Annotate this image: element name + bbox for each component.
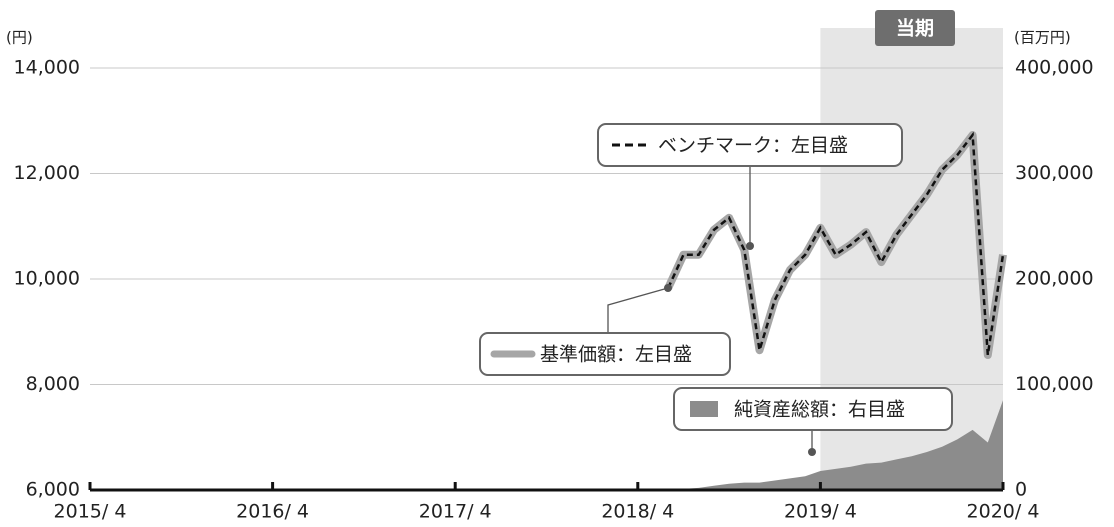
legend-swatch: [690, 401, 718, 417]
x-tick-label: 2019/ 4: [784, 501, 857, 523]
legend-box: [673, 387, 953, 431]
x-tick-label: 2017/ 4: [419, 501, 492, 523]
y-axis-unit: (円): [6, 29, 33, 47]
period-badge: [875, 10, 955, 46]
x-tick-label: 2018/ 4: [601, 501, 674, 523]
legend-label: ベンチマーク：左目盛: [658, 135, 848, 157]
x-tick-label: 2020/ 4: [967, 501, 1040, 523]
y2-tick-label: 100,000: [1015, 373, 1094, 395]
x-tick-label: 2016/ 4: [236, 501, 309, 523]
leader-dot: [664, 284, 672, 292]
y-tick-label: 12,000: [14, 162, 80, 184]
y-tick-label: 10,000: [14, 268, 80, 290]
y-tick-label: 14,000: [14, 57, 80, 79]
x-tick-label: 2015/ 4: [54, 501, 127, 523]
legend-label: 基準価額：左目盛: [540, 344, 692, 366]
y2-tick-label: 300,000: [1015, 162, 1094, 184]
leader-dot: [746, 242, 754, 250]
y-tick-label: 8,000: [26, 373, 80, 395]
line: [667, 131, 1005, 356]
y-tick-label: 6,000: [26, 479, 80, 501]
legend-box: [597, 123, 903, 167]
leader-dot: [808, 448, 816, 456]
legend-label: 純資産総額：右目盛: [734, 399, 905, 421]
leader-line: [607, 287, 669, 333]
period-label: 当期: [896, 17, 934, 40]
y2-axis-unit: (百万円): [1014, 29, 1071, 47]
legend-box: [479, 332, 731, 376]
y2-tick-label: 400,000: [1015, 57, 1094, 79]
area: [668, 400, 1003, 490]
y2-tick-label: 200,000: [1015, 268, 1094, 290]
y2-tick-label: 0: [1015, 479, 1027, 501]
